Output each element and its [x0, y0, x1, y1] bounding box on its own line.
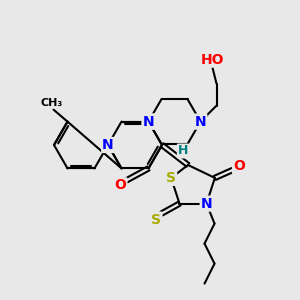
Text: O: O — [115, 178, 126, 192]
Text: S: S — [166, 171, 176, 185]
Text: H: H — [178, 145, 188, 158]
Text: CH₃: CH₃ — [40, 98, 63, 108]
Text: O: O — [233, 159, 245, 173]
Text: S: S — [152, 213, 161, 226]
Text: N: N — [201, 196, 212, 211]
Text: N: N — [102, 138, 114, 152]
Text: N: N — [143, 115, 154, 129]
Text: N: N — [143, 115, 154, 129]
Text: HO: HO — [201, 52, 224, 67]
Text: N: N — [195, 115, 206, 129]
